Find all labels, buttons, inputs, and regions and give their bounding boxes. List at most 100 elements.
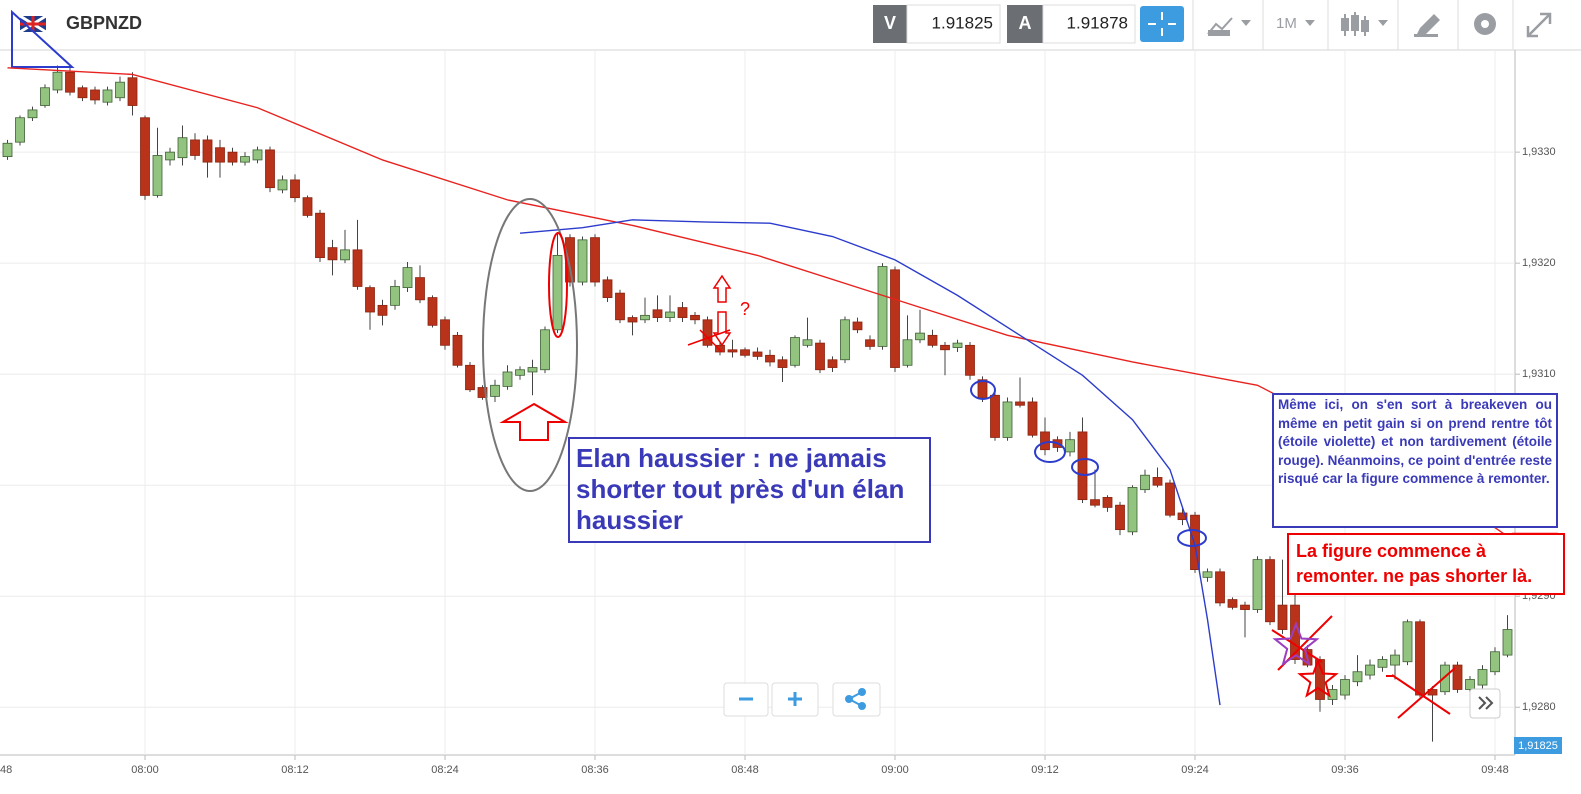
candle-body bbox=[677, 307, 688, 318]
candle-body bbox=[777, 359, 788, 368]
candle-body bbox=[27, 109, 38, 119]
timeframe-caret bbox=[1305, 20, 1315, 26]
candle-body bbox=[977, 379, 988, 398]
y-tick-label: 1,9310 bbox=[1522, 368, 1556, 380]
draw-button[interactable] bbox=[1414, 14, 1440, 37]
candle-body bbox=[765, 354, 775, 363]
candle-body bbox=[1215, 571, 1225, 604]
annotation-star bbox=[1272, 621, 1320, 667]
y-tick-label: 1,9320 bbox=[1522, 257, 1556, 269]
flag bbox=[19, 14, 47, 34]
y-tick-label: 1,9280 bbox=[1522, 701, 1556, 713]
x-tick-label: 08:00 bbox=[131, 764, 159, 776]
candle-body bbox=[640, 314, 650, 321]
candle-body bbox=[365, 287, 375, 313]
candle-body bbox=[1127, 487, 1138, 533]
chart-type-button[interactable] bbox=[1207, 17, 1251, 36]
candle-body bbox=[1240, 604, 1250, 610]
indicators-button[interactable] bbox=[1341, 12, 1388, 36]
crosshair-icon bbox=[1148, 12, 1176, 36]
toolbar bbox=[0, 0, 1581, 50]
sell-button[interactable] bbox=[873, 5, 907, 43]
x-tick-label: 48 bbox=[0, 764, 12, 776]
buy-price-box[interactable] bbox=[1042, 4, 1136, 44]
candle-body bbox=[77, 87, 88, 99]
x-tick-label: 09:48 bbox=[1481, 764, 1509, 776]
indicator-line bbox=[519, 219, 1221, 706]
candle-body bbox=[427, 297, 438, 326]
candle-body bbox=[1115, 504, 1125, 531]
fullscreen-button[interactable] bbox=[1526, 12, 1552, 38]
indicator-line bbox=[7, 67, 1508, 537]
x-tick-label: 09:00 bbox=[881, 764, 909, 776]
candle-body bbox=[340, 249, 350, 261]
candle-body bbox=[515, 369, 525, 376]
candle-body bbox=[990, 394, 1000, 438]
candle-body bbox=[652, 309, 663, 318]
timeframe[interactable]: 1M bbox=[1276, 15, 1297, 32]
candle-body bbox=[452, 334, 463, 366]
x-tick-label: 09:24 bbox=[1181, 764, 1209, 776]
settings-button[interactable] bbox=[1474, 13, 1496, 35]
candle-body bbox=[890, 269, 900, 368]
share[interactable] bbox=[832, 682, 881, 717]
candle-body bbox=[590, 237, 600, 283]
candle-body bbox=[152, 155, 163, 196]
annotation-double-arrow bbox=[712, 274, 732, 347]
candle-body bbox=[1490, 651, 1500, 673]
candle-body bbox=[1002, 401, 1013, 438]
candle-body bbox=[402, 267, 413, 288]
x-tick-label: 09:12 bbox=[1031, 764, 1059, 776]
candle-body bbox=[1140, 474, 1150, 491]
buy-price: 1.91878 bbox=[1067, 13, 1128, 32]
candle-body bbox=[1102, 497, 1113, 508]
plot bbox=[2, 65, 1513, 742]
candle-body bbox=[327, 247, 338, 261]
candle-body bbox=[940, 344, 950, 351]
elan-box: Elan haussier : ne jamais shorter tout p… bbox=[568, 437, 931, 543]
candle-body bbox=[390, 286, 400, 306]
buy-button[interactable] bbox=[1007, 5, 1043, 43]
candle-body bbox=[1415, 621, 1425, 696]
candle-body bbox=[727, 349, 738, 353]
annotation-circles bbox=[970, 380, 1207, 547]
candle-body bbox=[802, 339, 813, 346]
candle-body bbox=[40, 87, 50, 106]
candle-body bbox=[2, 142, 13, 157]
candle-body bbox=[852, 321, 863, 331]
sell-price-box[interactable] bbox=[906, 4, 1001, 44]
candle-body bbox=[477, 387, 488, 398]
candle-body bbox=[877, 266, 888, 347]
crosshair-button[interactable] bbox=[1140, 6, 1184, 42]
symbol: GBPNZD bbox=[66, 13, 142, 33]
annotation-star bbox=[1297, 658, 1339, 698]
candle-body bbox=[827, 359, 838, 368]
candle-body bbox=[740, 349, 750, 356]
candle-body bbox=[1315, 659, 1325, 700]
candle-body bbox=[927, 334, 938, 346]
candle-body bbox=[1190, 514, 1200, 570]
bid-tag-label: 1,91825 bbox=[1518, 740, 1558, 752]
candle-body bbox=[465, 364, 475, 391]
candle-body bbox=[1502, 629, 1513, 656]
candle-body bbox=[752, 351, 763, 357]
candle-body bbox=[1090, 499, 1100, 506]
candle-body bbox=[690, 314, 700, 321]
candle-body bbox=[1402, 621, 1413, 663]
annotation-question: ? bbox=[740, 299, 750, 319]
candle-body bbox=[1465, 679, 1475, 690]
bid-tag bbox=[1514, 737, 1562, 754]
candle-body bbox=[577, 239, 588, 283]
warning-box: La figure commence à remonter. ne pas sh… bbox=[1287, 533, 1565, 595]
zoom-controls bbox=[723, 682, 1501, 719]
buy-label: A bbox=[1019, 13, 1032, 33]
candle-body bbox=[1377, 659, 1388, 668]
candle-body bbox=[1365, 664, 1375, 676]
candle-body bbox=[165, 151, 175, 161]
axes: 1,93301,93201,93101,93001,92901,92804808… bbox=[0, 146, 1558, 776]
candle-body bbox=[252, 149, 263, 161]
candle-body bbox=[127, 77, 138, 106]
candle-body bbox=[90, 89, 100, 101]
candle-body bbox=[1040, 431, 1050, 451]
